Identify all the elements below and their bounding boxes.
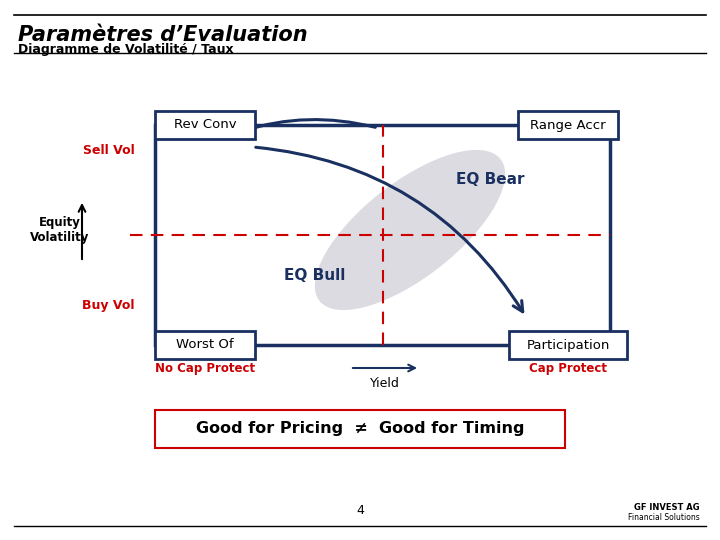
- Text: Yield: Yield: [370, 377, 400, 390]
- FancyBboxPatch shape: [155, 331, 255, 359]
- FancyBboxPatch shape: [155, 410, 565, 448]
- Text: Participation: Participation: [526, 339, 610, 352]
- Text: GF INVEST AG: GF INVEST AG: [634, 503, 700, 512]
- FancyBboxPatch shape: [518, 111, 618, 139]
- Text: Paramètres d’Evaluation: Paramètres d’Evaluation: [18, 25, 307, 45]
- Ellipse shape: [315, 150, 505, 310]
- FancyBboxPatch shape: [509, 331, 627, 359]
- Text: Cap Protect: Cap Protect: [529, 362, 607, 375]
- Text: EQ Bear: EQ Bear: [456, 172, 524, 187]
- Text: EQ Bull: EQ Bull: [284, 267, 346, 282]
- Text: Buy Vol: Buy Vol: [83, 299, 135, 312]
- FancyBboxPatch shape: [155, 111, 255, 139]
- Text: Diagramme de Volatilité / Taux: Diagramme de Volatilité / Taux: [18, 43, 233, 56]
- Text: Financial Solutions: Financial Solutions: [629, 514, 700, 523]
- Text: Range Accr: Range Accr: [530, 118, 606, 132]
- Text: Rev Conv: Rev Conv: [174, 118, 236, 132]
- Text: Good for Pricing  ≠  Good for Timing: Good for Pricing ≠ Good for Timing: [196, 422, 524, 436]
- Text: No Cap Protect: No Cap Protect: [155, 362, 255, 375]
- Text: Sell Vol: Sell Vol: [84, 144, 135, 157]
- Text: Worst Of: Worst Of: [176, 339, 234, 352]
- Bar: [155, 125, 610, 345]
- Text: 4: 4: [356, 503, 364, 516]
- Text: Equity
Volatility: Equity Volatility: [30, 216, 90, 244]
